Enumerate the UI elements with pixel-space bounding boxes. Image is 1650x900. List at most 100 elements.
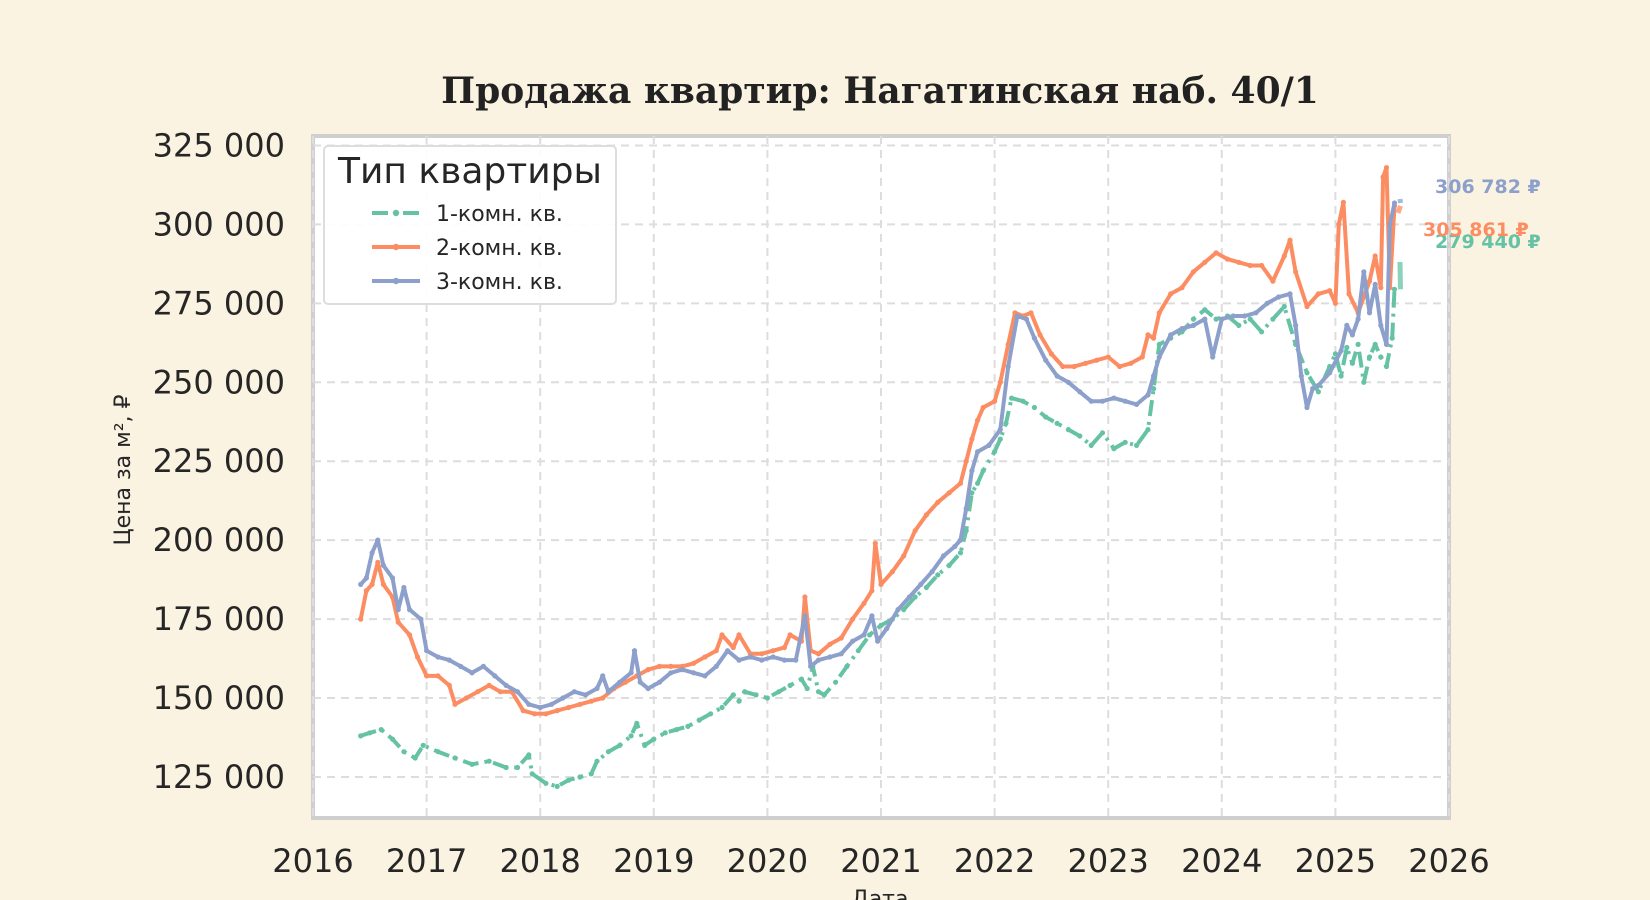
legend-marker <box>392 243 400 251</box>
data-point <box>583 692 589 698</box>
data-point <box>1048 351 1054 357</box>
data-point <box>458 663 464 670</box>
data-point <box>804 685 810 692</box>
data-point <box>566 704 572 711</box>
data-point <box>1310 386 1316 392</box>
data-point <box>520 708 526 714</box>
data-point <box>1105 354 1111 360</box>
data-point <box>918 581 924 588</box>
data-point <box>1366 354 1373 360</box>
data-point <box>571 689 577 695</box>
data-point <box>747 654 754 660</box>
data-point <box>802 613 808 619</box>
data-point <box>617 742 623 749</box>
data-point <box>1349 360 1355 366</box>
data-point <box>1005 341 1011 347</box>
data-point <box>1219 316 1225 322</box>
data-point <box>992 449 998 455</box>
data-point <box>645 667 651 673</box>
data-point <box>469 670 475 676</box>
data-point <box>1293 269 1299 275</box>
data-point <box>736 657 742 663</box>
data-point <box>1145 427 1151 433</box>
data-point <box>1293 322 1299 328</box>
y-tick-label: 225 000 <box>153 442 285 480</box>
data-point <box>1315 382 1321 388</box>
data-point <box>1134 401 1140 407</box>
data-point <box>486 758 492 764</box>
data-point <box>1230 313 1236 319</box>
data-point <box>560 695 566 701</box>
data-point <box>940 553 947 559</box>
data-point <box>736 632 742 638</box>
data-point <box>808 663 814 670</box>
data-point <box>884 626 890 632</box>
legend-title: Тип квартиры <box>337 151 602 192</box>
data-point <box>980 468 986 474</box>
data-point <box>833 679 839 685</box>
data-point <box>1361 269 1367 275</box>
data-point <box>605 689 612 695</box>
data-point <box>628 733 634 739</box>
data-point <box>878 622 884 629</box>
data-point <box>1276 294 1282 300</box>
data-point <box>1327 288 1333 294</box>
data-point <box>1344 344 1350 351</box>
data-point <box>929 569 935 575</box>
data-point <box>600 673 606 679</box>
data-point <box>645 685 651 692</box>
data-point <box>554 783 560 790</box>
end-value-label: 279 440 ₽ <box>1435 231 1541 253</box>
data-point <box>1346 291 1352 297</box>
data-point <box>1391 200 1398 206</box>
data-point <box>435 749 441 755</box>
data-point <box>531 711 538 717</box>
data-point <box>1134 442 1140 448</box>
data-point <box>543 711 549 717</box>
data-point <box>1372 281 1378 287</box>
x-tick-label: 2017 <box>386 842 467 880</box>
legend-label: 1-комн. кв. <box>436 202 563 227</box>
chart-title: Продажа квартир: Нагатинская наб. 40/1 <box>441 70 1319 112</box>
legend-label: 3-комн. кв. <box>436 270 563 295</box>
data-point <box>1190 316 1196 322</box>
data-point <box>764 695 771 701</box>
data-point <box>850 616 856 622</box>
data-point <box>759 657 765 663</box>
data-point <box>702 673 708 679</box>
data-point <box>875 638 881 644</box>
data-point <box>1168 332 1174 338</box>
axis-ticks: 2016 2017 2018 2019 2020 2021 2022 2023 2024 2025… <box>153 126 1490 880</box>
data-point <box>389 575 396 581</box>
data-point <box>1023 316 1029 322</box>
data-point <box>1111 446 1117 452</box>
data-point <box>753 692 759 698</box>
data-point <box>380 581 386 588</box>
data-point <box>901 607 907 613</box>
data-point <box>1389 335 1395 341</box>
data-point <box>713 663 719 670</box>
data-point <box>1378 354 1384 360</box>
data-point <box>861 632 867 638</box>
data-point <box>380 562 386 569</box>
data-point <box>821 692 827 698</box>
data-point <box>1099 430 1106 436</box>
data-point <box>486 682 492 689</box>
data-point <box>815 651 822 657</box>
data-point <box>878 581 884 588</box>
data-point <box>838 651 844 657</box>
data-point <box>963 528 969 534</box>
data-point <box>1378 285 1384 291</box>
data-point <box>1117 363 1123 370</box>
data-point <box>480 663 486 670</box>
data-point <box>889 569 896 575</box>
data-point <box>1028 310 1034 316</box>
data-point <box>1128 360 1134 366</box>
data-point <box>1190 322 1196 328</box>
data-point <box>420 742 426 749</box>
data-point <box>1224 256 1231 262</box>
data-point <box>1304 370 1310 376</box>
data-point <box>719 704 725 711</box>
data-point <box>358 616 364 622</box>
y-tick-label: 175 000 <box>153 600 285 638</box>
